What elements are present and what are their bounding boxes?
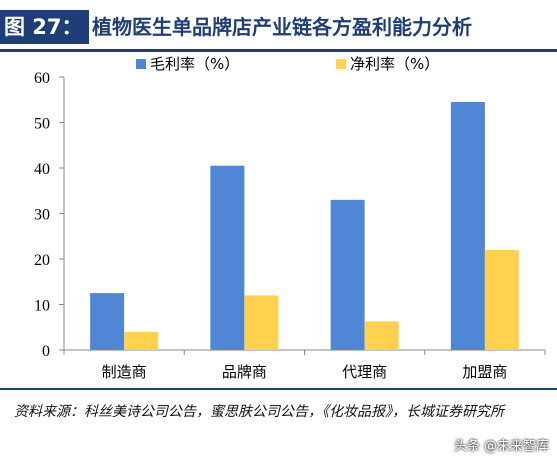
legend-label: 毛利率（%）: [150, 55, 239, 73]
y-tick-label: 40: [34, 161, 50, 178]
bar-gross-margin: [330, 199, 365, 350]
y-tick-label: 30: [34, 207, 50, 224]
x-category-label: 代理商: [342, 363, 387, 381]
source-divider: [0, 388, 557, 390]
figure-number: 图 27：: [0, 10, 89, 44]
legend-swatch: [336, 59, 346, 69]
y-tick-label: 60: [34, 70, 50, 87]
bar-net-margin: [244, 295, 279, 350]
legend-label: 净利率（%）: [350, 55, 439, 73]
bar-net-margin: [364, 321, 399, 350]
y-tick-label: 20: [34, 252, 50, 269]
x-category-label: 制造商: [102, 363, 147, 381]
y-tick-label: 0: [42, 343, 50, 360]
bar-gross-margin: [450, 102, 485, 351]
chart-title: 植物医生单品牌店产业链各方盈利能力分析: [92, 15, 472, 39]
y-tick-label: 10: [34, 298, 50, 315]
legend-swatch: [136, 59, 146, 69]
source-note: 资料来源：科丝美诗公司公告，蜜思肤公司公告，《化妆品报》，长城证券研究所: [14, 404, 504, 420]
title-bar: 图 27： 植物医生单品牌店产业链各方盈利能力分析: [0, 0, 557, 52]
x-category-label: 加盟商: [462, 363, 507, 381]
bar-chart: 0 10 20 30 40 50 60 制造商 品牌商 代理商 加盟商 毛利率（%） 净利率（%）: [34, 55, 546, 381]
bar-net-margin: [124, 331, 159, 350]
x-category-label: 品牌商: [222, 363, 267, 381]
y-tick-label: 50: [34, 116, 50, 133]
bar-net-margin: [484, 249, 519, 350]
bar-gross-margin: [90, 293, 125, 350]
bar-gross-margin: [210, 165, 245, 350]
watermark: 头条 @未来智库: [453, 439, 549, 454]
